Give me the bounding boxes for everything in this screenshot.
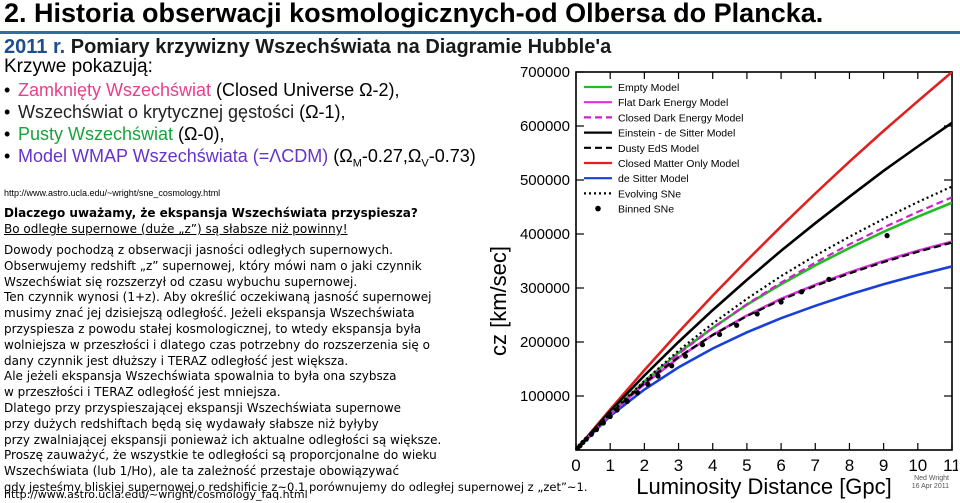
binned-sne-point	[624, 398, 630, 404]
y-tick-label: 400000	[520, 226, 570, 243]
bullet-suffix: (Ω-0),	[173, 124, 225, 144]
x-tick-label: 10	[908, 456, 927, 475]
bullet-suffix: (Closed Universe Ω-2),	[211, 80, 400, 100]
binned-sne-point	[600, 420, 606, 426]
binned-sne-point	[583, 436, 589, 442]
bullet-suffix: (Ω-1),	[294, 102, 346, 122]
paragraph-line: Wszechświata (lub 1/Ho), ale ta zależnoś…	[4, 464, 400, 479]
series-line	[576, 72, 952, 450]
binned-sne-point	[754, 311, 760, 317]
x-tick-label: 11	[943, 456, 958, 475]
subtitle-year: 2011 r.	[4, 36, 66, 58]
y-axis-label: cz [km/sec]	[486, 246, 511, 356]
bullet-critical: • Wszechświat o krytycznej gęstości (Ω-1)…	[4, 102, 346, 122]
legend-label: Closed Matter Only Model	[618, 158, 739, 170]
legend-label: Dusty EdS Model	[618, 143, 699, 155]
x-tick-label: 5	[742, 456, 751, 475]
bullet-empty: • Pusty Wszechświat (Ω-0),	[4, 124, 225, 144]
title-divider	[0, 31, 960, 34]
binned-sne-point	[607, 413, 613, 420]
question-heading: Dlaczego uważamy, że ekspansja Wszechświ…	[4, 206, 418, 220]
binned-sne-point	[588, 431, 594, 437]
y-tick-label: 700000	[520, 64, 570, 81]
bullet-label: Zamknięty Wszechświat	[18, 80, 212, 100]
legend-label: Closed Dark Energy Model	[618, 112, 743, 124]
binned-sne-point	[645, 381, 651, 387]
legend-label: Binned SNe	[618, 204, 674, 216]
binned-sne-point	[734, 322, 740, 328]
binned-sne-point	[634, 390, 641, 396]
hubble-diagram-chart: 0 1 2 3 4 5 6 7 8 9 10 11 100000 200000 300000 400000 50…	[486, 64, 958, 499]
paragraph-line: przy zwalniającej ekspansji ponieważ ich…	[4, 432, 442, 447]
subtitle: 2011 r. Pomiary krzywizny Wszechświata n…	[4, 36, 611, 59]
bullet-label: Model WMAP Wszechświata (=ΛCDM)	[18, 146, 329, 166]
x-tick-label: 6	[776, 456, 785, 475]
x-tick-label: 9	[879, 456, 888, 475]
y-tick-label: 100000	[520, 388, 570, 405]
bullet-label: Wszechświat o krytycznej gęstości	[18, 102, 295, 122]
bullet-label: Pusty Wszechświat	[18, 124, 174, 144]
page-title: 2. Historia obserwacji kosmologicznych-o…	[4, 0, 824, 28]
legend-swatch	[595, 205, 601, 212]
binned-sne-point	[826, 276, 832, 282]
binned-sne-point	[884, 233, 890, 239]
series-line	[576, 121, 952, 450]
credit-author: Ned Wright	[914, 475, 949, 482]
x-tick-label: 4	[708, 456, 717, 475]
paragraph-line: musimy znać jej dzisiejszą odległość. Je…	[4, 306, 415, 321]
x-axis-label: Luminosity Distance [Gpc]	[636, 474, 892, 499]
paragraph-line: dany czynnik jest dłuższy i TERAZ odległ…	[4, 353, 349, 368]
x-tick-label: 2	[640, 456, 649, 475]
binned-sne-point	[669, 363, 675, 369]
answer-text: Bo odległe supernowe (duże „z”) są słabs…	[4, 222, 348, 236]
subtitle-text: Pomiary krzywizny Wszechświata na Diagra…	[65, 36, 612, 58]
source-link[interactable]: http://www.astro.ucla.edu/~wright/sne_co…	[4, 188, 221, 198]
legend-label: Einstein - de Sitter Model	[618, 128, 735, 140]
paragraph-line: przyspiesza z powodu stałej kosmologiczn…	[4, 322, 422, 336]
legend-label: Flat Dark Energy Model	[618, 97, 728, 109]
binned-sne-point	[778, 299, 784, 305]
bullet-closed: • Zamknięty Wszechświat (Closed Universe …	[4, 80, 400, 100]
credit-date: 16 Apr 2011	[912, 483, 949, 490]
paragraph-line: Ale jeżeli ekspansja Wszechświata spowal…	[4, 369, 397, 384]
bullet-wmap: • Model WMAP Wszechświata (=ΛCDM) (ΩM-0.2…	[4, 146, 476, 170]
binned-sne-point	[593, 426, 600, 433]
paragraph-line: Dlatego przy przyspieszającej ekspansji …	[4, 401, 402, 415]
binned-sne-point	[799, 289, 805, 295]
binned-sne-point	[682, 353, 688, 359]
paragraph-line: Obserwujemy redshift „z” supernowej, któ…	[4, 258, 422, 273]
y-tick-label: 500000	[520, 172, 570, 189]
paragraph-line: w przeszłości i TERAZ odległość jest mni…	[4, 385, 281, 400]
paragraph-line: wolniejsza w przeszłości i dlatego czas …	[4, 337, 430, 352]
paragraph-line: Dowody pochodzą z obserwacji jasności od…	[4, 243, 393, 257]
paragraph-line: Ten czynnik wynosi (1+z). Aby określić o…	[4, 290, 432, 305]
y-tick-label: 200000	[520, 334, 570, 351]
intro-text: Krzywe pokazują:	[4, 56, 153, 77]
paragraph-line: gdy jesteśmy bliskiej supernowej o redsh…	[4, 480, 588, 494]
series-line	[576, 241, 952, 450]
binned-sne-point	[716, 331, 723, 338]
legend-label: Evolving SNe	[618, 188, 681, 200]
y-tick-label: 600000	[520, 118, 570, 135]
binned-sne-point	[614, 407, 620, 413]
binned-sne-point	[699, 342, 706, 348]
x-tick-label: 7	[811, 456, 820, 475]
binned-sne-point	[655, 373, 661, 379]
faq-link[interactable]: http://www.astro.ucla.edu/~wright/cosmol…	[4, 488, 308, 501]
paragraph-line: przy dużych redshiftach będą się wydawał…	[4, 416, 379, 431]
binned-sne-point	[580, 439, 586, 446]
x-tick-label: 1	[605, 456, 614, 475]
x-tick-label: 8	[845, 456, 854, 475]
paragraph-line: Proszę zauważyć, że wszystkie te odległo…	[4, 448, 437, 463]
x-tick-label: 0	[571, 456, 580, 475]
paragraph-line: Wszechświat się rozszerzył od czasu wybu…	[4, 274, 358, 289]
y-tick-label: 300000	[520, 280, 570, 297]
x-tick-label: 3	[674, 456, 683, 475]
legend-label: Empty Model	[618, 82, 679, 94]
legend-label: de Sitter Model	[618, 173, 689, 185]
